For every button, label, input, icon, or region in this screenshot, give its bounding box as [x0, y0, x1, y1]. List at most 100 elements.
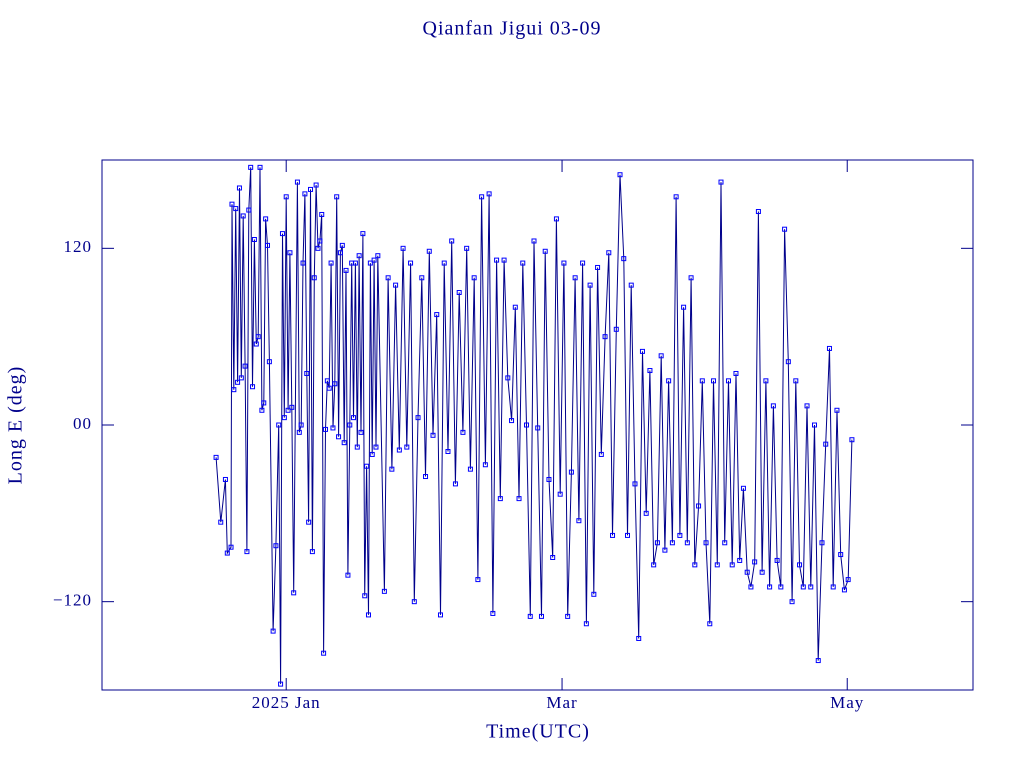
y-tick-label: 120 — [64, 237, 93, 256]
data-point — [527, 613, 533, 619]
data-point — [572, 275, 578, 281]
data-point — [445, 449, 451, 454]
data-point — [632, 481, 638, 487]
data-point — [365, 612, 371, 618]
data-point — [677, 532, 683, 538]
data-point — [389, 466, 395, 472]
data-point — [253, 341, 259, 347]
data-point — [313, 182, 319, 188]
data-point — [849, 437, 855, 443]
data-point — [830, 584, 836, 590]
data-point — [658, 353, 664, 359]
data-point — [385, 275, 391, 281]
data-point — [815, 658, 821, 664]
data-point — [580, 260, 586, 266]
data-point — [628, 282, 634, 288]
data-point — [291, 590, 297, 596]
data-point — [279, 231, 285, 237]
data-point — [400, 245, 406, 251]
data-point — [624, 532, 630, 538]
data-point — [423, 474, 429, 480]
data-point — [598, 451, 604, 457]
data-point — [229, 201, 235, 207]
data-point — [261, 400, 267, 406]
data-point — [535, 425, 541, 431]
data-point — [426, 248, 432, 254]
data-point — [322, 426, 328, 432]
data-point — [317, 238, 323, 244]
data-point — [289, 404, 295, 410]
data-point — [524, 422, 530, 428]
data-point — [636, 635, 642, 641]
data-point — [371, 257, 377, 263]
data-point — [257, 164, 263, 170]
data-point — [621, 256, 627, 262]
data-point — [841, 587, 847, 593]
data-point — [681, 304, 687, 310]
data-point — [733, 370, 739, 376]
data-point — [315, 245, 321, 251]
data-point — [369, 451, 375, 457]
data-point — [744, 569, 750, 575]
data-point — [321, 650, 327, 656]
data-point — [467, 466, 473, 472]
data-point — [281, 415, 287, 421]
data-point — [276, 422, 282, 428]
data-point — [516, 496, 522, 502]
data-point — [789, 599, 795, 605]
data-point — [460, 429, 466, 435]
data-point — [441, 260, 447, 266]
data-point — [729, 562, 735, 568]
data-point — [838, 552, 844, 558]
data-point — [587, 282, 593, 288]
data-point — [684, 540, 690, 546]
data-point — [309, 549, 315, 555]
data-point — [356, 253, 362, 259]
data-point — [808, 584, 814, 590]
data-point — [375, 253, 381, 259]
data-point — [302, 191, 308, 197]
data-point — [666, 378, 672, 384]
data-point — [755, 209, 761, 215]
data-point — [583, 621, 589, 627]
data-point — [692, 562, 698, 568]
data-point — [797, 562, 803, 568]
data-point — [228, 544, 234, 550]
data-point — [360, 231, 366, 237]
data-point — [845, 577, 851, 583]
data-point — [294, 179, 300, 185]
data-point — [752, 559, 758, 565]
data-point — [351, 415, 357, 421]
data-point — [819, 540, 825, 546]
data-point — [785, 359, 791, 365]
data-point — [308, 186, 314, 192]
data-point — [300, 260, 306, 266]
data-point — [381, 588, 387, 594]
data-point — [319, 211, 325, 217]
data-point — [259, 407, 265, 413]
data-point — [449, 238, 455, 244]
data-point — [408, 260, 414, 266]
data-point — [311, 275, 317, 281]
data-point — [244, 549, 250, 555]
data-point — [283, 194, 289, 200]
data-point — [339, 242, 345, 248]
data-point — [358, 429, 364, 435]
data-point — [501, 257, 507, 263]
data-point — [767, 584, 773, 590]
data-point — [647, 368, 653, 374]
data-point — [246, 207, 252, 213]
data-point — [235, 379, 241, 385]
data-point — [546, 476, 552, 482]
data-point — [778, 584, 784, 590]
y-tick-label: −120 — [53, 591, 92, 610]
data-point — [725, 378, 731, 384]
data-point — [415, 415, 421, 421]
data-point — [490, 610, 496, 616]
data-point — [456, 290, 462, 295]
data-point — [737, 557, 743, 563]
data-point — [404, 444, 410, 450]
data-point — [352, 260, 358, 266]
data-point — [345, 572, 351, 578]
data-point — [347, 422, 353, 428]
